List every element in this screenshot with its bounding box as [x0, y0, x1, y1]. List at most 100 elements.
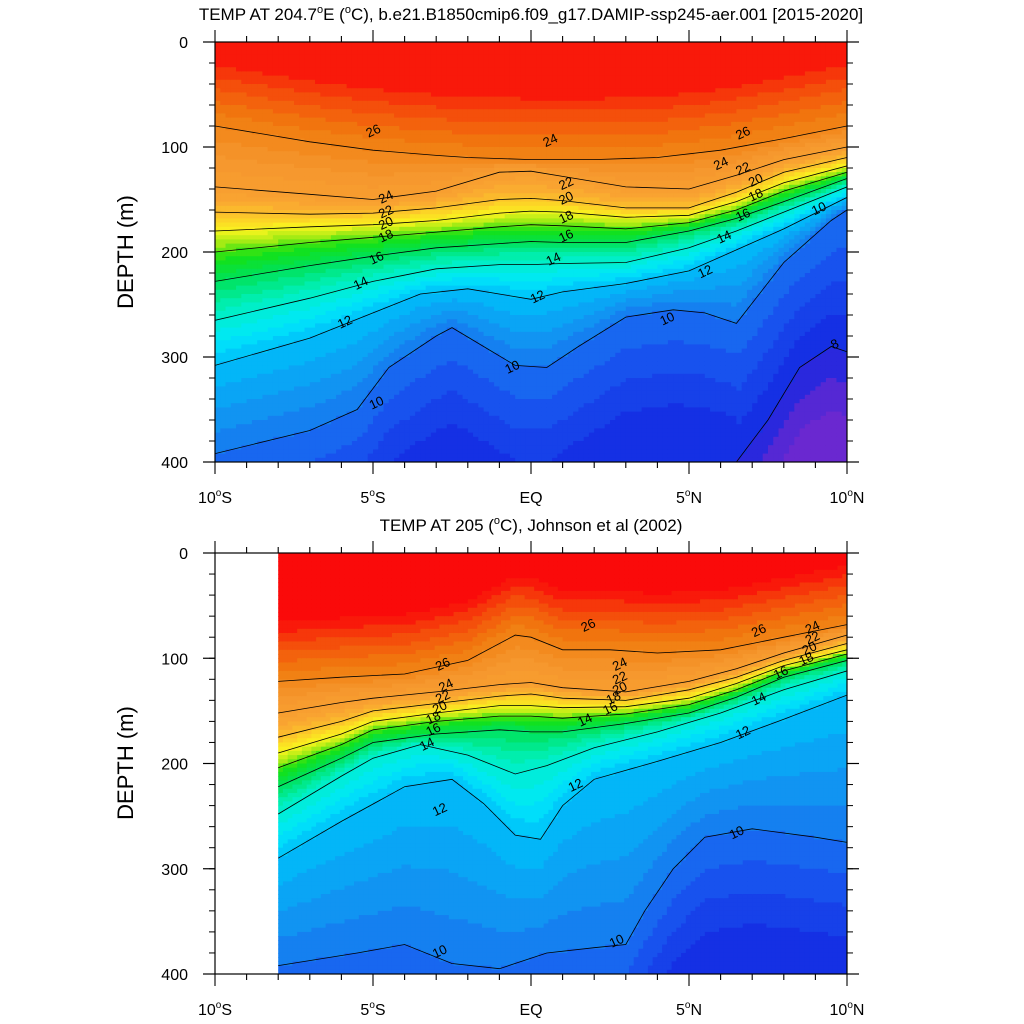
- contour-cell: [309, 67, 316, 72]
- contour-cell: [220, 243, 227, 249]
- contour-cell: [394, 457, 400, 462]
- contour-cell: [309, 197, 316, 203]
- contour-cell: [409, 71, 416, 77]
- contour-cell: [462, 176, 469, 182]
- contour-cell: [225, 201, 232, 207]
- contour-cell: [272, 58, 279, 64]
- contour-cell: [225, 327, 232, 333]
- contour-cell: [330, 327, 337, 333]
- contour-cell: [457, 407, 464, 413]
- contour-cell: [409, 382, 416, 387]
- contour-cell: [388, 46, 395, 51]
- contour-cell: [383, 142, 390, 148]
- contour-cell: [367, 117, 374, 123]
- contour-cell: [473, 373, 479, 379]
- contour-cell: [373, 420, 379, 425]
- contour-cell: [404, 420, 411, 425]
- contour-cell: [341, 336, 348, 341]
- contour-cell: [388, 424, 395, 429]
- contour-cell: [351, 365, 358, 371]
- contour-cell: [367, 344, 374, 350]
- contour-cell: [457, 100, 464, 106]
- contour-cell: [457, 113, 464, 119]
- contour-cell: [309, 252, 316, 257]
- contour-cell: [467, 327, 474, 333]
- contour-cell: [325, 302, 332, 308]
- contour-cell: [262, 235, 269, 240]
- contour-cell: [304, 176, 311, 182]
- contour-cell: [215, 344, 221, 350]
- contour-cell: [394, 84, 400, 89]
- contour-cell: [362, 352, 369, 358]
- contour-cell: [299, 142, 306, 148]
- contour-cell: [351, 67, 358, 72]
- contour-cell: [325, 201, 332, 207]
- contour-cell: [446, 151, 453, 156]
- contour-cell: [378, 407, 385, 413]
- contour-cell: [278, 457, 285, 462]
- contour-cell: [330, 172, 337, 177]
- contour-cell: [246, 453, 253, 459]
- contour-cell: [388, 411, 395, 417]
- contour-cell: [251, 294, 258, 299]
- contour-cell: [330, 197, 337, 203]
- contour-cell: [367, 130, 374, 135]
- contour-cell: [388, 58, 395, 64]
- contour-cell: [452, 172, 458, 177]
- contour-cell: [294, 306, 300, 312]
- contour-cell: [383, 441, 390, 446]
- contour-cell: [304, 54, 311, 60]
- contour-cell: [383, 306, 390, 312]
- contour-cell: [283, 210, 290, 215]
- contour-cell: [383, 84, 390, 89]
- contour-cell: [462, 96, 469, 102]
- contour-cell: [246, 386, 253, 392]
- contour-cell: [388, 100, 395, 106]
- contour-cell: [230, 75, 237, 81]
- contour-cell: [457, 151, 464, 156]
- contour-cell: [288, 247, 295, 253]
- contour-cell: [404, 327, 411, 333]
- contour-cell: [294, 302, 300, 308]
- contour-cell: [294, 197, 300, 203]
- contour-cell: [283, 310, 290, 316]
- contour-cell: [383, 58, 390, 64]
- contour-cell: [409, 231, 416, 236]
- contour-cell: [309, 424, 316, 429]
- contour-cell: [452, 176, 458, 182]
- contour-cell: [409, 105, 416, 110]
- contour-cell: [262, 378, 269, 383]
- contour-cell: [283, 79, 290, 85]
- contour-cell: [452, 394, 458, 400]
- contour-cell: [315, 151, 321, 156]
- contour-cell: [294, 222, 300, 228]
- contour-cell: [294, 54, 300, 60]
- contour-cell: [378, 92, 385, 98]
- contour-cell: [351, 75, 358, 81]
- contour-cell: [336, 315, 342, 320]
- contour-cell: [272, 84, 279, 89]
- contour-cell: [241, 147, 248, 152]
- contour-cell: [388, 109, 395, 114]
- contour-cell: [272, 281, 279, 287]
- contour-cell: [415, 352, 421, 358]
- contour-cell: [257, 424, 263, 429]
- contour-cell: [452, 340, 458, 345]
- contour-cell: [394, 306, 400, 312]
- contour-cell: [288, 134, 295, 140]
- contour-cell: [309, 256, 316, 261]
- contour-cell: [251, 298, 258, 303]
- contour-cell: [373, 184, 379, 190]
- contour-cell: [272, 214, 279, 219]
- contour-cell: [446, 50, 453, 56]
- contour-cell: [436, 348, 443, 354]
- contour-cell: [436, 378, 443, 383]
- contour-cell: [399, 138, 406, 144]
- contour-cell: [367, 50, 374, 56]
- contour-cell: [272, 172, 279, 177]
- contour-cell: [294, 226, 300, 232]
- contour-cell: [388, 390, 395, 396]
- contour-cell: [283, 306, 290, 312]
- contour-cell: [220, 415, 227, 421]
- contour-cell: [399, 54, 406, 60]
